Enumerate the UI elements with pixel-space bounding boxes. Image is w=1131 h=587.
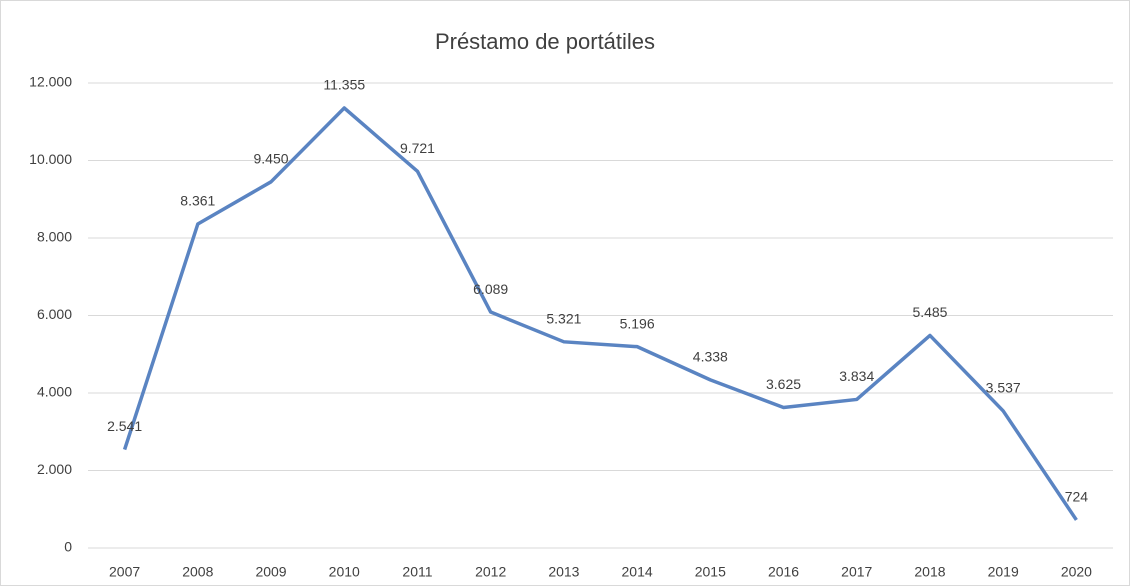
data-label: 11.355 <box>323 77 365 93</box>
data-label: 5.196 <box>620 315 655 331</box>
x-tick-label: 2011 <box>402 564 432 580</box>
x-tick-label: 2016 <box>768 564 799 580</box>
data-label: 4.338 <box>693 349 728 365</box>
x-tick-label: 2017 <box>841 564 872 580</box>
x-tick-label: 2010 <box>329 564 360 580</box>
x-tick-label: 2008 <box>182 564 213 580</box>
data-label: 3.537 <box>986 380 1021 396</box>
x-tick-label: 2013 <box>548 564 579 580</box>
y-tick-label: 4.000 <box>37 384 72 400</box>
x-tick-label: 2014 <box>622 564 653 580</box>
data-label: 8.361 <box>180 193 215 209</box>
data-label: 5.321 <box>546 311 581 327</box>
data-label: 6.089 <box>473 281 508 297</box>
data-label: 3.625 <box>766 376 801 392</box>
x-tick-label: 2012 <box>475 564 506 580</box>
x-tick-label: 2019 <box>988 564 1019 580</box>
chart-title: Préstamo de portátiles <box>435 29 655 54</box>
y-tick-label: 6.000 <box>37 306 72 322</box>
data-label: 724 <box>1065 489 1089 505</box>
y-tick-label: 12.000 <box>29 74 72 90</box>
data-label: 5.485 <box>912 304 947 320</box>
y-tick-label: 2.000 <box>37 461 72 477</box>
y-tick-label: 8.000 <box>37 229 72 245</box>
x-tick-label: 2018 <box>914 564 945 580</box>
data-label: 3.834 <box>839 368 874 384</box>
data-label: 9.450 <box>254 151 289 167</box>
line <box>122 106 1078 521</box>
data-label: 9.721 <box>400 140 435 156</box>
y-tick-label: 10.000 <box>29 151 72 167</box>
x-tick-label: 2009 <box>255 564 286 580</box>
y-tick-label: 0 <box>64 539 72 555</box>
x-tick-label: 2007 <box>109 564 140 580</box>
data-label: 2.541 <box>107 418 142 434</box>
x-tick-label: 2020 <box>1061 564 1092 580</box>
x-tick-label: 2015 <box>695 564 726 580</box>
